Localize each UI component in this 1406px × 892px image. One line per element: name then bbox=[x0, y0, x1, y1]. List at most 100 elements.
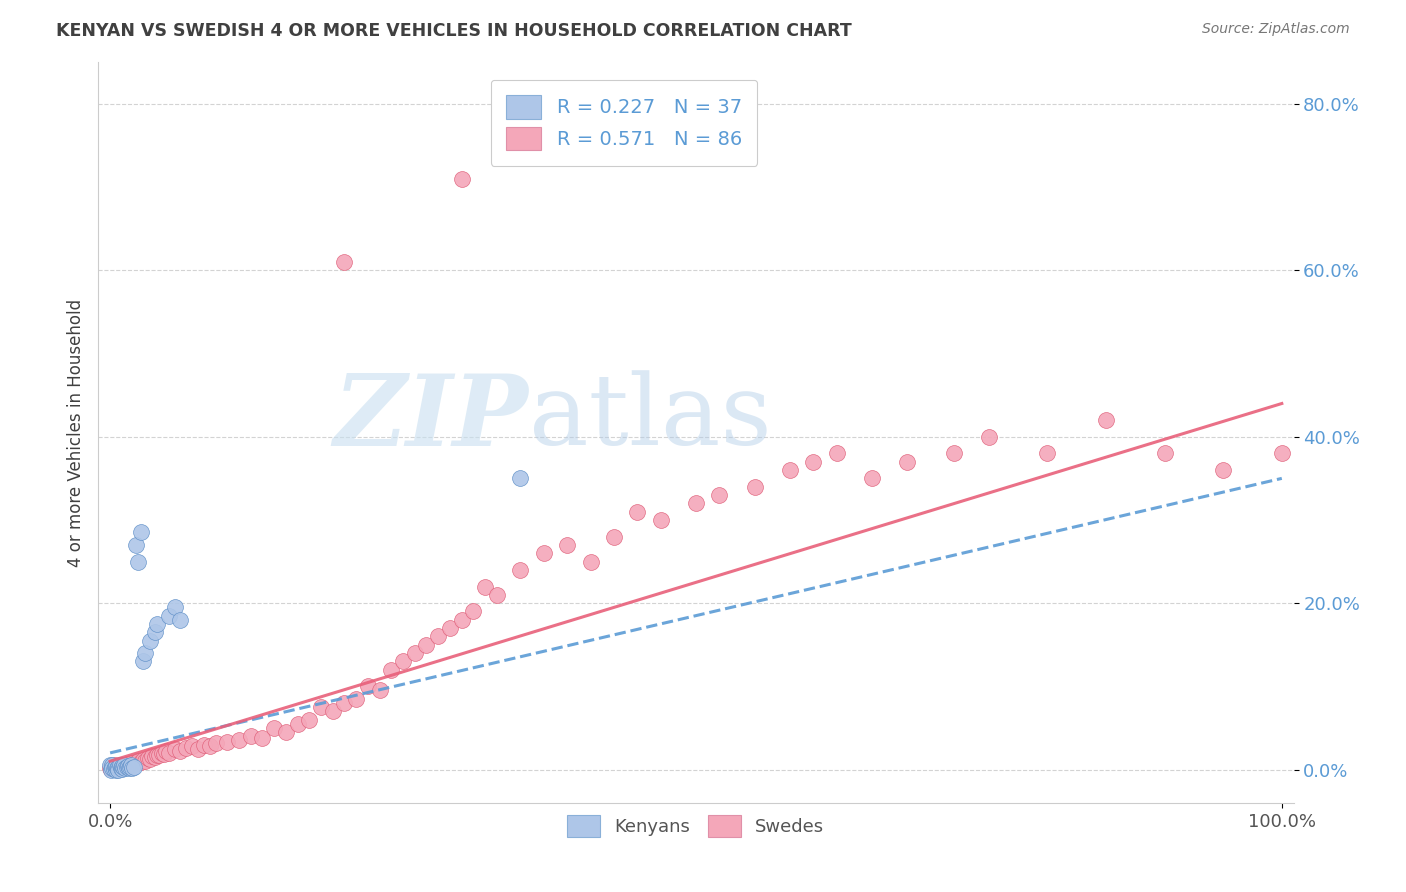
Point bbox=[101, 761, 124, 775]
Point bbox=[117, 759, 139, 773]
Point bbox=[136, 751, 159, 765]
Point bbox=[533, 546, 555, 560]
Point bbox=[415, 638, 437, 652]
Point bbox=[603, 530, 626, 544]
Point bbox=[392, 654, 415, 668]
Point bbox=[107, 760, 129, 774]
Point bbox=[120, 760, 141, 774]
Point bbox=[228, 733, 250, 747]
Point bbox=[322, 704, 344, 718]
Point bbox=[1095, 413, 1118, 427]
Point bbox=[977, 430, 1000, 444]
Point bbox=[129, 525, 152, 540]
Point bbox=[263, 721, 285, 735]
Point bbox=[555, 538, 578, 552]
Point bbox=[181, 739, 204, 754]
Point bbox=[148, 748, 170, 763]
Point bbox=[463, 605, 485, 619]
Point bbox=[1153, 446, 1175, 460]
Point bbox=[825, 446, 848, 460]
Text: atlas: atlas bbox=[529, 370, 772, 466]
Point bbox=[127, 555, 149, 569]
Point bbox=[122, 756, 145, 771]
Point bbox=[105, 759, 128, 773]
Point bbox=[101, 759, 124, 773]
Point bbox=[169, 613, 191, 627]
Point bbox=[217, 735, 239, 749]
Text: Source: ZipAtlas.com: Source: ZipAtlas.com bbox=[1202, 22, 1350, 37]
Point bbox=[239, 729, 262, 743]
Point bbox=[779, 463, 801, 477]
Point bbox=[112, 760, 135, 774]
Point bbox=[127, 754, 149, 768]
Point bbox=[129, 755, 152, 769]
Point bbox=[132, 654, 155, 668]
Text: ZIP: ZIP bbox=[333, 369, 529, 466]
Point bbox=[111, 759, 134, 773]
Point bbox=[274, 725, 297, 739]
Point bbox=[120, 756, 142, 770]
Point bbox=[98, 758, 121, 772]
Point bbox=[157, 608, 180, 623]
Point bbox=[685, 496, 707, 510]
Point bbox=[118, 757, 141, 772]
Point bbox=[100, 763, 122, 777]
Point bbox=[134, 646, 156, 660]
Point bbox=[344, 691, 367, 706]
Point bbox=[110, 760, 132, 774]
Point bbox=[125, 538, 148, 552]
Point bbox=[120, 758, 142, 772]
Point bbox=[439, 621, 461, 635]
Point bbox=[104, 758, 127, 772]
Point bbox=[333, 696, 356, 710]
Point bbox=[121, 761, 143, 775]
Point bbox=[143, 750, 166, 764]
Point bbox=[333, 255, 356, 269]
Point bbox=[801, 455, 824, 469]
Point bbox=[118, 761, 141, 775]
Point bbox=[252, 731, 274, 745]
Point bbox=[509, 563, 531, 577]
Point bbox=[115, 756, 138, 771]
Point bbox=[111, 762, 134, 776]
Point bbox=[579, 555, 602, 569]
Point bbox=[153, 747, 176, 761]
Point bbox=[368, 683, 391, 698]
Point bbox=[143, 625, 166, 640]
Point bbox=[134, 754, 156, 768]
Point bbox=[125, 756, 148, 770]
Point bbox=[357, 679, 380, 693]
Point bbox=[122, 760, 145, 774]
Point bbox=[450, 613, 472, 627]
Point bbox=[474, 580, 496, 594]
Point bbox=[198, 739, 221, 754]
Point bbox=[174, 740, 197, 755]
Point bbox=[650, 513, 672, 527]
Text: KENYAN VS SWEDISH 4 OR MORE VEHICLES IN HOUSEHOLD CORRELATION CHART: KENYAN VS SWEDISH 4 OR MORE VEHICLES IN … bbox=[56, 22, 852, 40]
Point bbox=[98, 761, 121, 775]
Point bbox=[132, 753, 155, 767]
Point bbox=[146, 616, 169, 631]
Point bbox=[896, 455, 918, 469]
Point bbox=[204, 736, 226, 750]
Point bbox=[193, 738, 215, 752]
Point bbox=[101, 758, 124, 772]
Point bbox=[108, 758, 131, 772]
Point bbox=[744, 480, 766, 494]
Point bbox=[139, 752, 162, 766]
Point bbox=[287, 716, 309, 731]
Point bbox=[112, 758, 135, 772]
Point bbox=[139, 633, 162, 648]
Point bbox=[427, 629, 450, 643]
Point bbox=[1212, 463, 1234, 477]
Point bbox=[1271, 446, 1294, 460]
Point bbox=[105, 761, 128, 775]
Point bbox=[155, 744, 177, 758]
Point bbox=[485, 588, 508, 602]
Point bbox=[380, 663, 402, 677]
Point bbox=[150, 746, 173, 760]
Point bbox=[157, 746, 180, 760]
Point bbox=[169, 744, 191, 758]
Point bbox=[108, 758, 131, 772]
Point bbox=[103, 762, 125, 776]
